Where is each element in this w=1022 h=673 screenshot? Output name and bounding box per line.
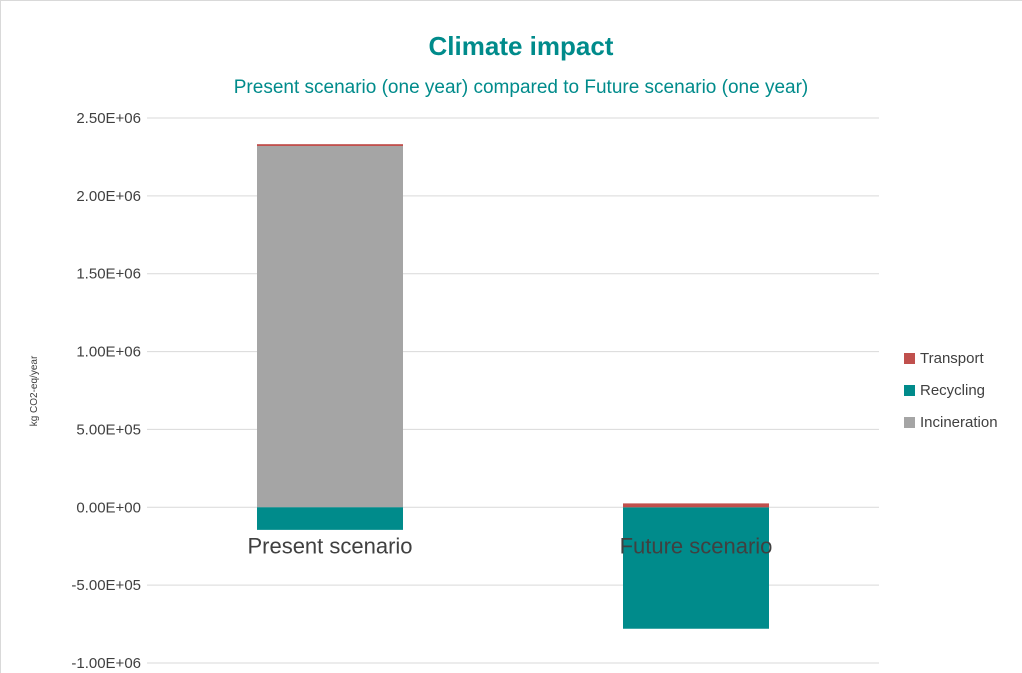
y-axis-tick-labels: -1.00E+06 -5.00E+05 0.00E+00 5.00E+05 1.00E+… [71, 110, 141, 672]
category-label: Future scenario [620, 533, 773, 558]
y-tick-label: 0.00E+00 [76, 499, 141, 516]
legend-label-transport: Transport [920, 350, 984, 367]
legend-label-recycling: Recycling [920, 382, 985, 399]
y-tick-label: -5.00E+05 [71, 577, 141, 594]
y-tick-label: -1.00E+06 [71, 655, 141, 672]
y-axis-label: kg CO2-eq/year [29, 355, 40, 426]
chart-subtitle: Present scenario (one year) compared to … [234, 77, 809, 98]
legend: Transport Recycling Incineration [904, 350, 998, 431]
y-tick-label: 1.50E+06 [76, 266, 141, 283]
bars [257, 144, 769, 629]
bar-incineration-present [257, 146, 403, 508]
category-labels: Present scenario Future scenario [247, 533, 772, 558]
legend-swatch-incineration [904, 417, 915, 428]
bar-recycling-present [257, 507, 403, 530]
chart-title: Climate impact [429, 31, 614, 61]
bar-recycling-future [623, 507, 769, 629]
gridlines [147, 117, 879, 664]
legend-swatch-transport [904, 353, 915, 364]
y-tick-label: 2.00E+06 [76, 188, 141, 205]
y-tick-label: 2.50E+06 [76, 110, 141, 127]
legend-label-incineration: Incineration [920, 414, 998, 431]
bar-transport-present [257, 144, 403, 147]
y-tick-label: 1.00E+06 [76, 344, 141, 361]
y-tick-label: 5.00E+05 [76, 421, 141, 438]
bar-transport-future [623, 503, 769, 508]
category-label: Present scenario [247, 533, 412, 558]
legend-swatch-recycling [904, 385, 915, 396]
